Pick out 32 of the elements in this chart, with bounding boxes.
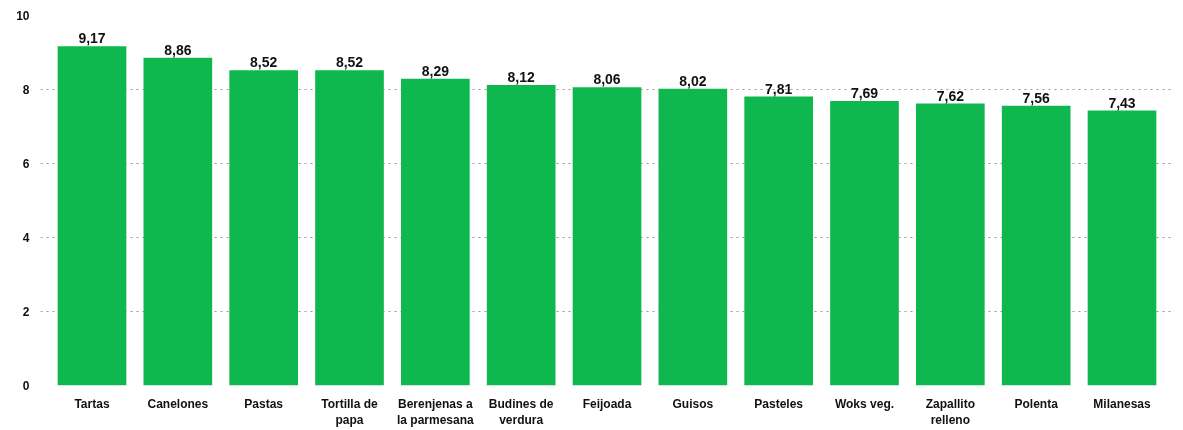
x-tick-label: Berenjenas a la parmesana [396, 396, 475, 428]
data-label: 9,17 [78, 30, 106, 47]
data-label: 7,69 [850, 84, 879, 101]
x-tick-label: Zapallito relleno [925, 396, 976, 428]
x-tick-label: Tartas [74, 396, 110, 411]
y-tick-label: 10 [16, 9, 30, 23]
data-label: 7,43 [1108, 94, 1136, 111]
x-tick-label: Budines de verdura [488, 396, 554, 428]
y-tick-label: 4 [22, 231, 30, 245]
x-tick-label: Pasteles [754, 396, 804, 411]
data-label: 8,02 [679, 72, 707, 89]
data-label: 8,12 [507, 69, 535, 86]
x-tick-label: Pastas [244, 396, 284, 411]
data-label: 8,86 [164, 41, 192, 58]
x-tick-label: Milanesas [1093, 396, 1152, 411]
data-label: 8,52 [335, 54, 364, 71]
data-label: 7,62 [936, 87, 965, 104]
data-label: 7,81 [765, 80, 793, 97]
data-label: 8,52 [250, 54, 278, 71]
y-tick-label: 6 [22, 157, 30, 171]
x-tick-label: Canelones [147, 396, 209, 411]
x-tick-label: Woks veg. [834, 396, 895, 411]
y-tick-label: 2 [22, 305, 30, 319]
data-label: 8,06 [593, 71, 621, 88]
y-tick-label: 0 [22, 379, 30, 393]
data-label: 8,29 [421, 62, 450, 79]
x-tick-label: Tortilla de papa [321, 396, 379, 428]
data-label: 7,56 [1022, 89, 1050, 106]
x-tick-label: Guisos [672, 396, 714, 411]
x-tick-label: Feijoada [582, 396, 632, 411]
x-tick-label: Polenta [1014, 396, 1059, 411]
y-tick-label: 8 [22, 83, 30, 97]
